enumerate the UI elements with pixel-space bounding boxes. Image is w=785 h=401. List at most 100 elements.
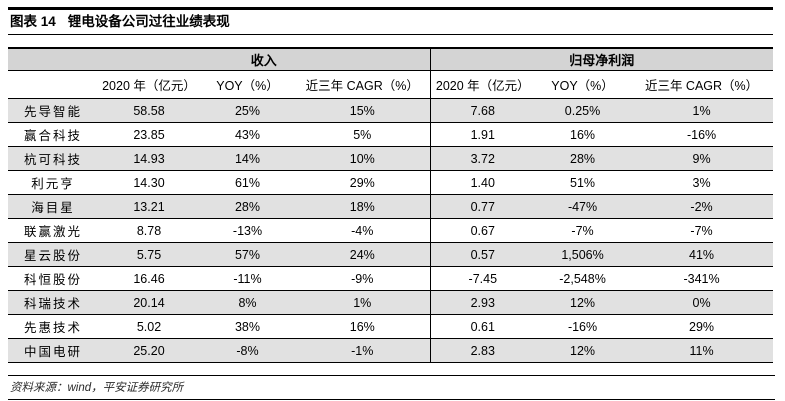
value-cell: 12% <box>535 290 631 315</box>
value-cell: 5% <box>295 122 431 147</box>
value-cell: -9% <box>295 266 431 291</box>
value-cell: 14.93 <box>98 146 200 171</box>
value-cell: 1.40 <box>429 170 536 195</box>
value-cell: 5.75 <box>98 242 200 267</box>
value-cell: 20.14 <box>98 290 200 315</box>
table-row: 利元亨 14.30 61% 29% 1.40 51% 3% <box>8 170 774 195</box>
value-cell: -16% <box>535 314 631 339</box>
value-cell: 8% <box>200 290 295 315</box>
column-header-np-2020: 2020 年（亿元） <box>429 70 536 99</box>
value-cell: 38% <box>200 314 295 339</box>
company-name-cell: 科恒股份 <box>8 266 98 291</box>
figure-title: 锂电设备公司过往业绩表现 <box>67 14 230 29</box>
value-cell: 41% <box>630 242 774 267</box>
value-cell: 61% <box>200 170 295 195</box>
value-cell: 10% <box>295 146 431 171</box>
column-header-np-yoy: YOY（%） <box>535 70 631 99</box>
company-name-cell: 科瑞技术 <box>8 290 98 315</box>
company-name-cell: 海目星 <box>8 194 98 219</box>
table-row: 星云股份 5.75 57% 24% 0.57 1,506% 41% <box>8 242 774 267</box>
value-cell: 57% <box>200 242 295 267</box>
value-cell: 5.02 <box>98 314 200 339</box>
value-cell: 0.61 <box>429 314 536 339</box>
value-cell: 1% <box>295 290 431 315</box>
value-cell: -7% <box>630 218 774 243</box>
company-name-cell: 先惠技术 <box>8 314 98 339</box>
table-row: 科瑞技术 20.14 8% 1% 2.93 12% 0% <box>8 290 774 315</box>
value-cell: 3.72 <box>429 146 536 171</box>
value-cell: 29% <box>630 314 774 339</box>
table-row: 先导智能 58.58 25% 15% 7.68 0.25% 1% <box>8 98 774 123</box>
value-cell: 11% <box>630 338 774 363</box>
value-cell: 0.77 <box>429 194 536 219</box>
value-cell: 25.20 <box>98 338 200 363</box>
value-cell: 16.46 <box>98 266 200 291</box>
value-cell: 28% <box>535 146 631 171</box>
value-cell: 0.67 <box>429 218 536 243</box>
column-header-rev-2020: 2020 年（亿元） <box>98 70 200 99</box>
value-cell: 12% <box>535 338 631 363</box>
value-cell: -13% <box>200 218 295 243</box>
value-cell: 0% <box>630 290 774 315</box>
company-name-cell: 利元亨 <box>8 170 98 195</box>
value-cell: -2% <box>630 194 774 219</box>
value-cell: -4% <box>295 218 431 243</box>
column-header-rev-yoy: YOY（%） <box>200 70 295 99</box>
figure-header: 图表 14 锂电设备公司过往业绩表现 <box>8 10 773 35</box>
value-cell: -7.45 <box>429 266 536 291</box>
value-cell: 16% <box>535 122 631 147</box>
table-row: 赢合科技 23.85 43% 5% 1.91 16% -16% <box>8 122 774 147</box>
group-header-row: 收入 归母净利润 <box>8 48 774 71</box>
value-cell: 2.83 <box>429 338 536 363</box>
value-cell: 3% <box>630 170 774 195</box>
value-cell: -341% <box>630 266 774 291</box>
value-cell: 51% <box>535 170 631 195</box>
column-header-np-cagr: 近三年 CAGR（%） <box>630 70 774 99</box>
group-header-net-profit: 归母净利润 <box>429 48 774 71</box>
value-cell: 58.58 <box>98 98 200 123</box>
value-cell: 2.93 <box>429 290 536 315</box>
company-name-cell: 星云股份 <box>8 242 98 267</box>
table-row: 先惠技术 5.02 38% 16% 0.61 -16% 29% <box>8 314 774 339</box>
value-cell: 1.91 <box>429 122 536 147</box>
value-cell: -2,548% <box>535 266 631 291</box>
table-row: 中国电研 25.20 -8% -1% 2.83 12% 11% <box>8 338 774 363</box>
value-cell: -8% <box>200 338 295 363</box>
column-header-spacer <box>8 70 98 99</box>
value-cell: -7% <box>535 218 631 243</box>
performance-table: 收入 归母净利润 2020 年（亿元） YOY（%） 近三年 CAGR（%） 2… <box>8 47 774 363</box>
value-cell: 29% <box>295 170 431 195</box>
figure-container: 图表 14 锂电设备公司过往业绩表现 收入 归母净利润 2020 年（亿元） YO… <box>8 7 775 400</box>
value-cell: -47% <box>535 194 631 219</box>
company-name-cell: 中国电研 <box>8 338 98 363</box>
column-header-row: 2020 年（亿元） YOY（%） 近三年 CAGR（%） 2020 年（亿元）… <box>8 70 774 99</box>
company-name-cell: 联赢激光 <box>8 218 98 243</box>
value-cell: 28% <box>200 194 295 219</box>
value-cell: 1,506% <box>535 242 631 267</box>
value-cell: 15% <box>295 98 431 123</box>
company-name-cell: 先导智能 <box>8 98 98 123</box>
value-cell: 24% <box>295 242 431 267</box>
value-cell: 18% <box>295 194 431 219</box>
figure-label: 图表 14 <box>10 14 56 29</box>
table-row: 联赢激光 8.78 -13% -4% 0.67 -7% -7% <box>8 218 774 243</box>
source-note: 资料来源：wind，平安证券研究所 <box>8 375 775 400</box>
table-row: 科恒股份 16.46 -11% -9% -7.45 -2,548% -341% <box>8 266 774 291</box>
group-header-revenue: 收入 <box>98 48 431 71</box>
company-name-cell: 杭可科技 <box>8 146 98 171</box>
table-row: 杭可科技 14.93 14% 10% 3.72 28% 9% <box>8 146 774 171</box>
value-cell: 23.85 <box>98 122 200 147</box>
value-cell: 9% <box>630 146 774 171</box>
company-name-cell: 赢合科技 <box>8 122 98 147</box>
table-row: 海目星 13.21 28% 18% 0.77 -47% -2% <box>8 194 774 219</box>
value-cell: 14% <box>200 146 295 171</box>
value-cell: 14.30 <box>98 170 200 195</box>
value-cell: 13.21 <box>98 194 200 219</box>
value-cell: 8.78 <box>98 218 200 243</box>
value-cell: 16% <box>295 314 431 339</box>
value-cell: 7.68 <box>429 98 536 123</box>
column-header-rev-cagr: 近三年 CAGR（%） <box>295 70 431 99</box>
value-cell: 25% <box>200 98 295 123</box>
value-cell: 0.25% <box>535 98 631 123</box>
value-cell: 1% <box>630 98 774 123</box>
